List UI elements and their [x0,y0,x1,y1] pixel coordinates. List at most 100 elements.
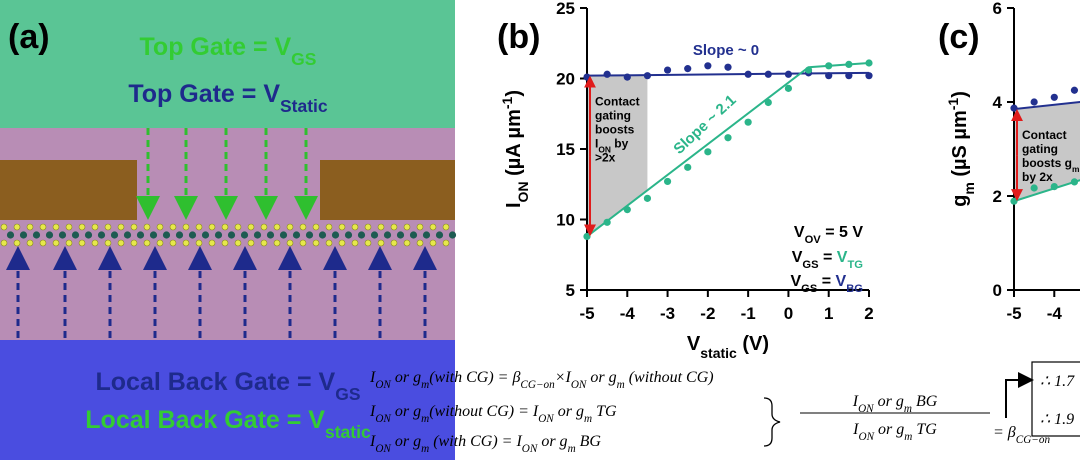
annotation: ION by [595,137,629,155]
text-part: BG [576,433,602,450]
gate-label: Top Gate = VGS [140,33,317,69]
atom [357,231,366,239]
atom [442,239,450,247]
result: ∴ 1.7 [1040,373,1075,390]
atom [429,223,437,231]
text-part: ON [522,443,538,455]
text-part: m [421,379,429,391]
annotation: Slope ~ 0 [693,42,759,59]
data-point [623,206,631,214]
atom [221,223,229,231]
atom [221,239,229,247]
text-part: m [421,443,429,455]
text-part: V [837,249,848,266]
atom [325,239,333,247]
atom [13,223,21,231]
atom [13,239,21,247]
contact [0,160,137,220]
x-tick-label: -4 [1047,304,1063,323]
data-point [865,59,873,67]
atom [104,239,112,247]
text-part: GS [801,283,818,295]
top-gate [0,0,455,128]
atom [65,223,73,231]
legend-text: VOV = 5 V [794,224,863,246]
atom [422,231,431,239]
data-point [865,72,873,80]
data-point [784,84,793,92]
annotation: gating [595,109,631,123]
text-part: m [1072,164,1079,174]
text-part: I [369,433,376,450]
text-part: CG−on [1016,434,1051,446]
text-part: or g [554,403,584,420]
text-part: boosts g [1022,156,1072,170]
atom [0,239,8,247]
data-point [704,148,712,156]
result-box [1031,361,1080,437]
text-part: ON [538,413,554,425]
atom [52,223,60,231]
data-point [603,218,611,226]
text-part: GS [802,259,819,271]
equation: = βCG−on [993,424,1050,446]
text-part: static [700,345,737,361]
atom [351,223,359,231]
text-part: or g [537,433,567,450]
atom [110,231,119,239]
x-axis-label: Vstatic (V) [687,333,769,361]
y-tick-label: 6 [993,0,1002,18]
data-point [663,66,672,74]
panel-label: (a) [8,18,50,56]
atom [143,239,151,247]
atom [383,231,392,239]
text-part: or g [586,369,616,386]
gate-label: Local Back Gate = Vstatic [85,406,371,442]
atom [188,231,197,239]
text-part: m [961,182,977,194]
text-part: I [852,393,859,410]
text-part: or g [874,393,904,410]
atom [292,231,301,239]
text-part: ON [598,145,611,155]
text-part: TG [592,403,617,420]
equation: ION or gm (with CG) = ION or gm BG [369,433,601,455]
y-tick-label: 10 [556,211,575,230]
atom [104,223,112,231]
text-part: V [794,224,805,241]
x-tick-label: -5 [1006,304,1021,323]
x-tick-label: -5 [579,304,594,323]
equation: ION or gm TG [852,421,937,443]
x-tick-label: 1 [824,304,833,323]
text-part: ON [859,431,875,443]
text-part: ON [515,181,531,202]
atom [338,223,346,231]
atom [299,223,307,231]
text-part: m [904,403,912,415]
atom [91,223,99,231]
text-part: by 2x [1022,170,1053,184]
text-part: (µA µm [503,109,525,181]
x-tick-label: -2 [700,304,715,323]
atom [84,231,93,239]
atom [130,223,138,231]
atom [130,239,138,247]
x-tick-label: -4 [620,304,636,323]
data-point [825,72,833,80]
atom [403,239,411,247]
shaded-gap [587,75,648,237]
y-tick-label: 2 [993,187,1002,206]
shaded-gap [1014,102,1080,202]
atom [416,239,424,247]
atom [377,239,385,247]
atom [19,231,28,239]
text-part: = 5 V [821,224,864,241]
text-part: OV [805,234,822,246]
atom [71,231,80,239]
atom [97,231,106,239]
text-part: ) [503,90,525,97]
atom [286,239,294,247]
data-point [663,177,672,186]
data-point [784,70,793,78]
